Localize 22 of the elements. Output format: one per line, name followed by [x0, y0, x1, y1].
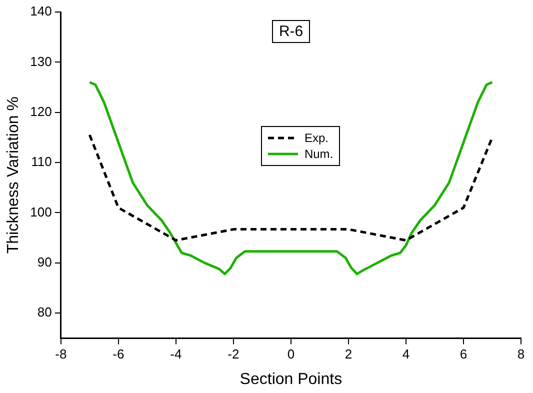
y-tick-label: 110	[31, 154, 52, 170]
x-tick-label: -4	[170, 346, 182, 362]
y-tick-label: 130	[30, 54, 52, 69]
legend-label: Exp.	[304, 130, 328, 146]
x-tick-label: -6	[112, 346, 124, 362]
legend-label: Num.	[304, 146, 334, 162]
x-axis-title: Section Points	[240, 370, 342, 388]
y-tick-label: 100	[30, 204, 52, 220]
x-tick-label: 2	[344, 346, 352, 362]
text: R-6	[272, 20, 310, 43]
x-tick-label: -2	[228, 346, 240, 362]
y-tick-label: 80	[37, 304, 52, 320]
y-tick-label: 120	[30, 104, 52, 119]
x-tick-label: 8	[517, 346, 525, 362]
x-tick-label: -8	[55, 346, 67, 362]
x-tick-label: 0	[287, 346, 295, 362]
y-axis-title: Thickness Variation %	[5, 96, 22, 254]
line-series	[88, 134, 494, 242]
y-tick-label: 90	[37, 254, 52, 270]
x-tick-label: 4	[402, 346, 410, 362]
x-tick-label: 6	[460, 346, 468, 362]
y-tick-label: 140	[30, 4, 52, 19]
